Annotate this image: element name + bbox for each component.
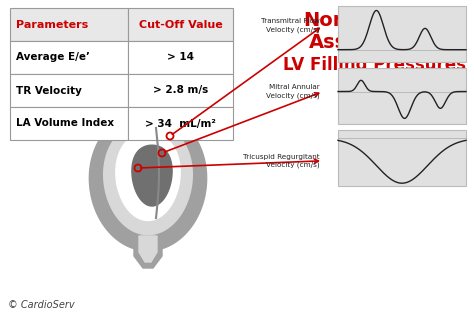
Text: TR Velocity: TR Velocity <box>16 86 82 95</box>
Bar <box>10 41 128 74</box>
Text: > 2.8 m/s: > 2.8 m/s <box>153 86 208 95</box>
Polygon shape <box>132 145 172 206</box>
Polygon shape <box>116 132 180 221</box>
Bar <box>338 6 466 62</box>
Bar <box>128 74 233 107</box>
Polygon shape <box>90 112 207 251</box>
Text: LA Volume Index: LA Volume Index <box>16 118 114 129</box>
Bar <box>10 8 128 41</box>
Text: Average E/e’: Average E/e’ <box>16 52 90 63</box>
Text: > 14: > 14 <box>167 52 194 63</box>
Polygon shape <box>139 236 157 262</box>
Bar <box>128 8 233 41</box>
Bar <box>128 41 233 74</box>
Text: Tricuspid Regurgitant
Velocity (cm/s): Tricuspid Regurgitant Velocity (cm/s) <box>243 154 320 168</box>
Text: Non-Invasive: Non-Invasive <box>304 11 447 31</box>
Polygon shape <box>134 236 162 268</box>
Polygon shape <box>114 98 146 134</box>
Bar <box>338 68 466 124</box>
Text: > 34  mL/m²: > 34 mL/m² <box>145 118 216 129</box>
Text: © CardioServ: © CardioServ <box>8 300 74 310</box>
Polygon shape <box>120 104 140 128</box>
Text: Transmitral Flow
Velocity (cm/s): Transmitral Flow Velocity (cm/s) <box>261 18 320 33</box>
Bar <box>338 130 466 186</box>
Bar <box>10 107 128 140</box>
Text: Parameters: Parameters <box>16 20 88 29</box>
Bar <box>10 74 128 107</box>
Text: Mitral Annular
Velocity (cm/s): Mitral Annular Velocity (cm/s) <box>266 84 320 99</box>
Text: Cut-Off Value: Cut-Off Value <box>138 20 222 29</box>
Text: LV Filling Pressures: LV Filling Pressures <box>283 56 466 74</box>
Bar <box>128 107 233 140</box>
Text: Assessment: Assessment <box>310 33 441 52</box>
Polygon shape <box>104 123 192 235</box>
